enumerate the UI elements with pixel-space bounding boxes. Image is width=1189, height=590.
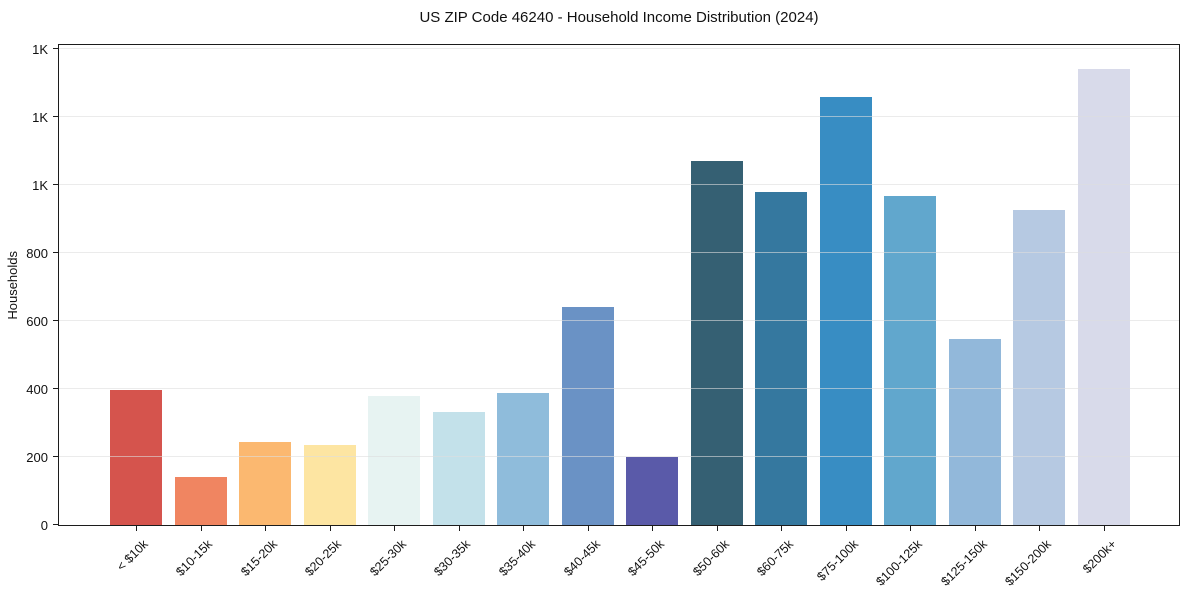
y-tick-label: 1K (32, 177, 48, 193)
gridline (59, 183, 1179, 185)
gridline (59, 455, 1179, 457)
x-tick (910, 526, 912, 531)
bar-$150-200k (1013, 210, 1066, 525)
x-tick-label: $150-200k (1002, 537, 1055, 589)
x-tick (394, 526, 396, 531)
x-tick-label: $35-40k (496, 537, 539, 579)
y-tick (53, 47, 58, 49)
x-tick (458, 526, 460, 531)
x-tick (136, 526, 137, 531)
y-tick (53, 387, 58, 389)
y-tick-label: 0 (40, 518, 48, 533)
bar-$35-40k (497, 393, 550, 525)
bar-$40-45k (561, 307, 614, 525)
y-tick-label: 600 (26, 313, 48, 329)
gridline (59, 251, 1179, 253)
x-tick-label: $20-25k (302, 537, 345, 579)
x-tick-label: $30-35k (431, 537, 474, 579)
chart-title: US ZIP Code 46240 - Household Income Dis… (419, 9, 819, 26)
x-tick-label: $45-50k (625, 537, 668, 579)
y-tick-label: 1K (32, 41, 48, 57)
bar-$125-150k (948, 339, 1001, 525)
x-tick-label: < $10k (114, 537, 151, 574)
y-tick (53, 115, 58, 117)
x-axis-tick-labels: < $10k $10-15k $15-20k $20-25k $25-30k $30-35… (58, 527, 1180, 590)
bar-$10-15k (174, 477, 227, 525)
x-tick (200, 526, 202, 531)
y-tick (53, 251, 58, 253)
x-tick-label: $200k+ (1079, 537, 1119, 577)
x-tick-label: $25-30k (367, 537, 410, 579)
x-tick-label: $60-75k (754, 537, 797, 579)
gridline (59, 387, 1179, 389)
gridline (59, 319, 1179, 321)
y-tick-label: 1K (32, 109, 48, 125)
bar-$30-35k (432, 412, 485, 525)
x-tick (652, 526, 654, 531)
y-tick-label: 800 (26, 245, 48, 261)
x-tick (845, 526, 847, 531)
gridline (59, 115, 1179, 117)
y-tick-label: 200 (26, 449, 48, 465)
y-tick (53, 319, 58, 321)
x-tick (1104, 526, 1105, 531)
x-tick (716, 526, 718, 531)
y-tick (53, 183, 58, 185)
bar-$100-125k (884, 196, 937, 525)
bar-$15-20k (239, 442, 292, 525)
x-tick-label: $50-60k (689, 537, 732, 579)
y-tick (53, 524, 58, 525)
x-tick (974, 526, 976, 531)
bar-$20-25k (303, 445, 356, 525)
bar-$45-50k (626, 457, 679, 525)
plot-area (53, 44, 1180, 531)
x-tick (587, 526, 589, 531)
y-axis-tick-labels: 0 200 400 600 800 1K 1K 1K (0, 41, 48, 532)
y-tick (53, 455, 58, 457)
gridline (59, 47, 1179, 49)
bar-$60-75k (755, 192, 808, 525)
x-tick-label: $125-150k (938, 537, 990, 589)
x-tick (781, 526, 783, 531)
x-tick-label: $40-45k (560, 537, 603, 579)
x-tick (1039, 526, 1041, 531)
x-tick-label: $75-100k (814, 537, 861, 584)
bar-$75-100k (819, 97, 872, 525)
bar-< $10k (110, 390, 162, 525)
x-tick-label: $15-20k (238, 537, 280, 579)
bar-$25-30k (368, 396, 421, 525)
x-tick (265, 526, 267, 531)
y-tick-label: 400 (26, 381, 48, 397)
x-tick (523, 526, 525, 531)
bar-$200k+ (1078, 69, 1130, 525)
bar-$50-60k (690, 161, 743, 525)
x-tick-label: $10-15k (173, 537, 216, 579)
x-tick-label: $100-125k (873, 537, 926, 589)
x-tick (329, 526, 331, 531)
